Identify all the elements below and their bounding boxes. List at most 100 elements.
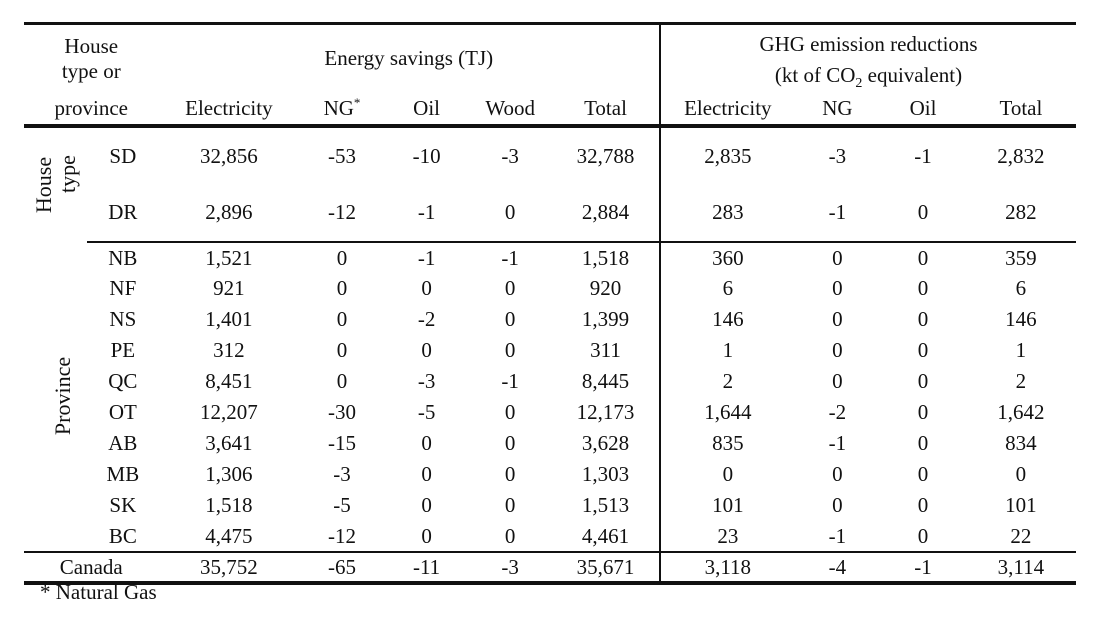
table-cell: -11 [384, 551, 469, 586]
table-cell: 1,401 [205, 307, 253, 332]
province-group-label-line: Province [50, 357, 76, 436]
table-cell: -5 [333, 493, 351, 518]
table-cell: 0 [421, 523, 432, 548]
table-cell: 0 [504, 400, 516, 425]
table-cell: 146 [712, 307, 744, 332]
row-code: OT [108, 400, 137, 425]
table-cell: -53 [327, 143, 356, 168]
table-row: DR 2,896 -12 -1 0 2,884 283 -1 0 282 [24, 184, 1076, 244]
table-cell: 1,518 [551, 242, 662, 274]
table-row: MB 1,306 -3 0 0 1,303 0 0 0 0 [24, 459, 1076, 491]
table-cell: -1 [384, 184, 469, 244]
table-cell: 0 [917, 493, 929, 518]
group-header-line1: House [64, 33, 119, 58]
col-ghg-electricity: Electricity [660, 92, 795, 129]
table-cell: -12 [299, 184, 385, 244]
table-cell: -1 [914, 143, 932, 168]
ghg-title-line2-post: equivalent) [862, 63, 963, 87]
table-cell: 1,306 [205, 462, 253, 487]
table-cell: 12,173 [551, 397, 662, 429]
table-cell: -1 [794, 184, 881, 244]
table-cell: 0 [504, 307, 516, 332]
table-row: Province NB 1,521 0 -1 -1 1,518 360 0 0 359 [24, 242, 1076, 435]
table-cell: 0 [1015, 462, 1027, 487]
table-cell: 0 [917, 276, 929, 301]
table-cell: 4,461 [551, 521, 662, 553]
table-row: NS 1,401 0 -2 0 1,399 146 0 0 146 [24, 304, 1076, 336]
table-cell: 1,518 [205, 493, 253, 518]
table-cell: -1 [880, 551, 966, 586]
table-cell: 0 [832, 338, 843, 363]
table-cell: 0 [504, 462, 516, 487]
house-type-group-label: House type [31, 155, 80, 215]
table-cell: 0 [504, 523, 516, 548]
col-ghg-ng: NG [794, 92, 881, 129]
table-cell: 311 [551, 335, 662, 367]
table-cell: 0 [880, 184, 966, 244]
table-cell: 22 [1010, 523, 1032, 548]
table-cell: 0 [468, 184, 552, 244]
table-cell: 2,896 [158, 184, 300, 244]
table-cell: 0 [336, 245, 348, 270]
table-cell: 146 [1005, 307, 1037, 332]
table-cell: 312 [213, 338, 245, 363]
table-cell: 0 [336, 369, 348, 394]
table-row: OT 12,207 -30 -5 0 12,173 1,644 -2 0 1,642 [24, 397, 1076, 429]
table-cell: 101 [1005, 493, 1037, 518]
footnote: * Natural Gas [40, 580, 157, 604]
table-cell: -15 [327, 431, 356, 456]
table-cell: 0 [917, 523, 929, 548]
table-cell: 8,451 [205, 369, 253, 394]
table-row: AB 3,641 -15 0 0 3,628 835 -1 0 834 [24, 428, 1076, 460]
table-cell: 0 [917, 307, 929, 332]
table-cell: 0 [421, 493, 432, 518]
table-cell: 2 [722, 369, 734, 394]
table-cell: 360 [712, 245, 744, 270]
table-cell: -3 [501, 143, 519, 168]
table-cell: 3,114 [965, 551, 1076, 586]
table-cell: -1 [501, 245, 519, 270]
table-cell: 282 [965, 184, 1076, 244]
table-cell: 6 [1015, 276, 1027, 301]
table-cell: 1 [1015, 338, 1027, 363]
table-cell: 2 [1015, 369, 1027, 394]
table-cell: 32,788 [551, 126, 662, 185]
table-cell: 0 [917, 462, 929, 487]
table-cell: 834 [1005, 431, 1037, 456]
table-row: SK 1,518 -5 0 0 1,513 101 0 0 101 [24, 490, 1076, 522]
table-cell: 920 [551, 273, 662, 305]
table-cell: 101 [712, 493, 744, 518]
table-cell: -30 [327, 400, 356, 425]
col-energy-electricity: Electricity [158, 92, 300, 129]
table-row: NF 921 0 0 0 920 6 0 0 6 [24, 273, 1076, 305]
province-section: Province NB 1,521 0 -1 -1 1,518 360 0 0 359 NF 921 0 0… [24, 242, 1076, 553]
table-cell: 0 [504, 493, 516, 518]
table-cell: 0 [336, 338, 348, 363]
group-header-line3: province [54, 95, 128, 120]
table-cell: 1,399 [551, 304, 662, 336]
table-cell: -3 [417, 369, 436, 394]
table-cell: 8,445 [551, 366, 662, 398]
table-row: House type SD 32,856 -53 -10 -3 32,788 2,835 -3 -1… [24, 126, 1076, 213]
table-cell: 1,644 [704, 400, 752, 425]
total-section: Canada 35,752 -65 -11 -3 35,671 3,118 -4 -1 3,114 [24, 551, 1076, 586]
col-energy-total: Total [551, 92, 662, 129]
table-cell: -2 [417, 307, 436, 332]
table-cell: -5 [417, 400, 436, 425]
province-group-label: Province [50, 357, 76, 436]
table-cell: -1 [828, 431, 847, 456]
table-cell: 4,475 [205, 523, 253, 548]
table-cell: 1 [722, 338, 734, 363]
house-type-section: House type SD 32,856 -53 -10 -3 32,788 2,835 -3 -1… [24, 126, 1076, 244]
table-cell: 3,118 [660, 551, 795, 586]
ghg-title-line2-pre: (kt of CO [774, 63, 856, 87]
table-cell: 0 [917, 245, 929, 270]
table-cell: 3,628 [551, 428, 662, 460]
table-cell: 0 [722, 462, 734, 487]
table-cell: 0 [504, 431, 516, 456]
table-cell: 0 [421, 431, 432, 456]
col-energy-wood: Wood [468, 92, 552, 129]
table-cell: 1,303 [551, 459, 662, 491]
ghg-header-line2: (kt of CO2 equivalent) [660, 63, 1076, 92]
table-cell: 0 [504, 276, 516, 301]
